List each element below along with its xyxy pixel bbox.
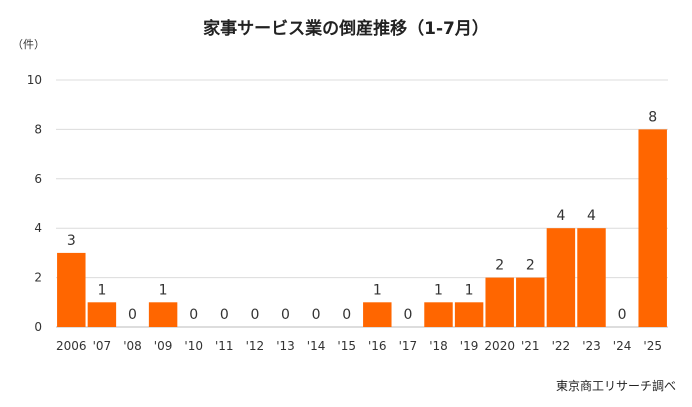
x-tick-label: '16 [368, 339, 387, 353]
data-label: 1 [434, 282, 443, 298]
y-axis-unit-label: （件） [12, 38, 45, 51]
data-label: 0 [281, 307, 290, 323]
y-tick-label: 6 [34, 172, 42, 186]
x-tick-label: '25 [643, 339, 662, 353]
data-label: 8 [648, 109, 657, 125]
data-label: 2 [526, 258, 535, 274]
y-tick-label: 8 [34, 122, 42, 136]
bar [516, 277, 545, 327]
data-label: 1 [97, 282, 106, 298]
x-tick-label: '21 [521, 339, 540, 353]
x-tick-label: '08 [123, 339, 142, 353]
source-note: 東京商工リサーチ調べ [555, 379, 676, 393]
bar [148, 302, 178, 327]
x-tick-label: '12 [246, 339, 265, 353]
data-label: 1 [373, 282, 382, 298]
x-tick-label: '14 [307, 339, 326, 353]
data-label: 4 [587, 208, 596, 224]
bar [454, 302, 484, 327]
data-label: 0 [618, 307, 627, 323]
data-label: 1 [465, 282, 474, 298]
x-tick-label: '22 [552, 339, 571, 353]
x-tick-label: '24 [613, 339, 632, 353]
bar [424, 302, 453, 327]
x-tick-label: '11 [215, 339, 234, 353]
x-tick-label: '10 [184, 339, 203, 353]
bar [87, 302, 117, 327]
x-tick-label: '23 [582, 339, 601, 353]
data-label: 3 [67, 233, 76, 249]
y-tick-label: 10 [27, 73, 42, 87]
data-label: 0 [128, 307, 137, 323]
x-tick-label: '19 [460, 339, 479, 353]
bar [485, 277, 514, 327]
data-label: 2 [495, 258, 504, 274]
data-label: 4 [556, 208, 565, 224]
bar [57, 252, 86, 327]
data-label: 0 [342, 307, 351, 323]
data-label: 0 [220, 307, 229, 323]
bar [363, 302, 392, 327]
y-tick-label: 2 [34, 271, 42, 285]
bar [577, 228, 606, 327]
y-tick-label: 4 [34, 221, 42, 235]
x-tick-label: '15 [337, 339, 356, 353]
x-tick-label: '07 [93, 339, 112, 353]
x-tick-label: 2006 [56, 339, 87, 353]
data-label: 0 [250, 307, 259, 323]
data-label: 1 [159, 282, 168, 298]
bar [546, 228, 576, 327]
x-tick-label: '13 [276, 339, 295, 353]
y-tick-label: 0 [34, 320, 42, 334]
data-label: 0 [312, 307, 321, 323]
x-tick-label: '18 [429, 339, 448, 353]
chart-title: 家事サービス業の倒産推移（1-7月） [203, 19, 489, 39]
data-label: 0 [403, 307, 412, 323]
x-tick-label: '09 [154, 339, 173, 353]
x-tick-label: '17 [399, 339, 418, 353]
x-tick-label: 2020 [484, 339, 515, 353]
bar [638, 129, 667, 327]
data-label: 0 [189, 307, 198, 323]
